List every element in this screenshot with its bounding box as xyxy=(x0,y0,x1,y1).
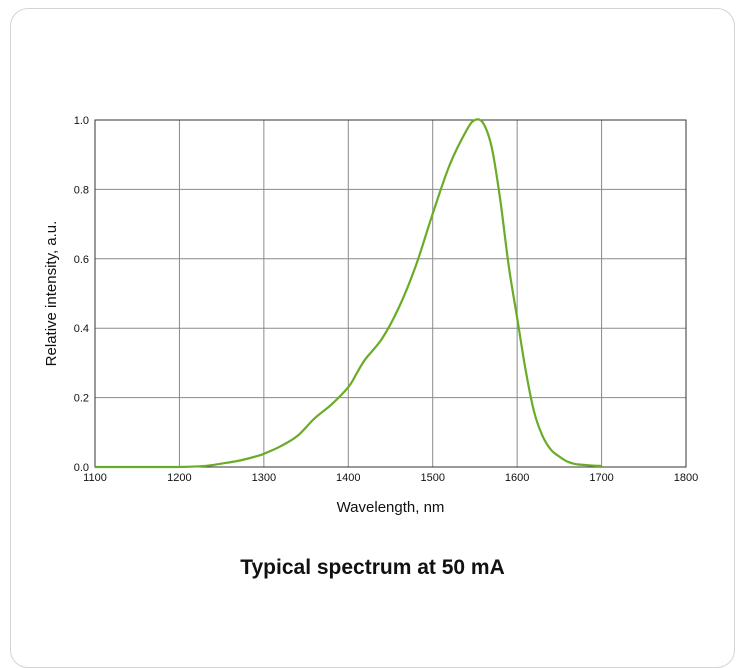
y-tick-label: 1.0 xyxy=(74,115,89,127)
y-tick-label: 0.0 xyxy=(74,462,89,474)
figure-caption: Typical spectrum at 50 mA xyxy=(240,556,505,579)
y-axis-label: Relative intensity, a.u. xyxy=(43,221,60,367)
spectrum-line xyxy=(94,118,602,469)
y-tick-label: 0.4 xyxy=(74,323,89,335)
y-tick-label: 0.8 xyxy=(74,184,89,196)
x-tick-label: 1600 xyxy=(505,472,529,484)
x-tick-label: 1200 xyxy=(167,472,191,484)
plot-frame xyxy=(94,119,687,468)
x-tick-label: 1100 xyxy=(83,472,107,484)
tick-labels: 1100 1200 1300 1400 1500 1600 1700 1800 0.0 0.2 0.… xyxy=(74,115,699,484)
x-tick-label: 1800 xyxy=(674,472,698,484)
grid xyxy=(94,119,687,468)
y-tick-label: 0.6 xyxy=(74,254,89,266)
x-axis-label: Wavelength, nm xyxy=(337,499,445,516)
x-tick-label: 1300 xyxy=(252,472,276,484)
spectrum-chart: 1100 1200 1300 1400 1500 1600 1700 1800 0.0 0.2 0.… xyxy=(43,115,699,516)
y-tick-label: 0.2 xyxy=(74,393,89,405)
figure-card xyxy=(10,8,735,668)
x-tick-label: 1400 xyxy=(336,472,360,484)
x-tick-label: 1700 xyxy=(589,472,613,484)
x-tick-label: 1500 xyxy=(420,472,444,484)
